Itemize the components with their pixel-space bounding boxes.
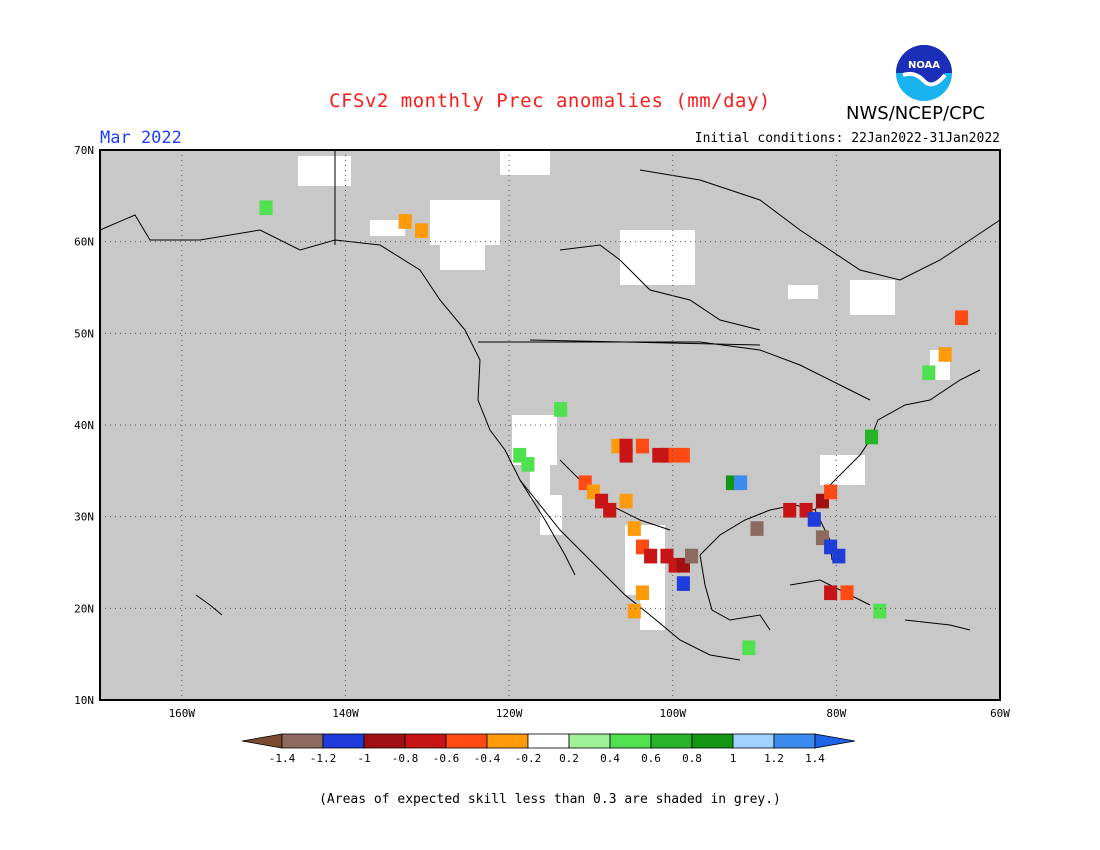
colorbar-label: -1 bbox=[357, 752, 370, 765]
anomaly-cell bbox=[922, 365, 936, 381]
anomaly-cell bbox=[554, 402, 568, 417]
lat-tick-label: 10N bbox=[74, 694, 94, 707]
anomaly-cell bbox=[603, 502, 617, 518]
colorbar-label: 1.2 bbox=[764, 752, 784, 765]
colorbar-arrow-low bbox=[241, 733, 283, 749]
anomaly-cell bbox=[627, 603, 641, 619]
noaa-logo: NOAA bbox=[893, 44, 955, 102]
noaa-logo-text: NOAA bbox=[908, 60, 940, 71]
lon-tick-label: 100W bbox=[659, 707, 686, 720]
lon-tick-label: 160W bbox=[169, 707, 196, 720]
colorbar-box bbox=[609, 733, 652, 749]
colorbar-label: 1.4 bbox=[805, 752, 825, 765]
chart-title: CFSv2 monthly Prec anomalies (mm/day) bbox=[329, 90, 771, 112]
lat-tick-label: 20N bbox=[74, 602, 94, 615]
map-frame bbox=[99, 149, 1001, 701]
colorbar-label: -1.4 bbox=[269, 752, 296, 765]
lat-tick-label: 40N bbox=[74, 419, 94, 432]
anomaly-cell bbox=[734, 475, 748, 491]
lat-tick-label: 30N bbox=[74, 511, 94, 524]
lon-tick-label: 140W bbox=[332, 707, 359, 720]
colorbar-arrow-high bbox=[814, 733, 856, 749]
colorbar-box bbox=[281, 733, 324, 749]
anomaly-cell bbox=[415, 223, 429, 238]
anomaly-cell bbox=[644, 548, 658, 564]
anomaly-cell bbox=[619, 493, 633, 509]
anomaly-cell bbox=[832, 548, 846, 564]
skill-footnote: (Areas of expected skill less than 0.3 a… bbox=[319, 792, 781, 807]
anomaly-cell bbox=[635, 438, 649, 454]
lat-tick-label: 70N bbox=[74, 144, 94, 157]
gridlines bbox=[100, 150, 1000, 700]
anomaly-cell bbox=[824, 585, 838, 601]
anomaly-cell bbox=[685, 548, 699, 564]
anomaly-cell bbox=[938, 347, 952, 362]
anomaly-cell bbox=[783, 502, 797, 518]
colorbar-label: -0.6 bbox=[433, 752, 460, 765]
anomaly-cell bbox=[627, 521, 641, 536]
colorbar-box bbox=[363, 733, 406, 749]
lon-tick-label: 60W bbox=[990, 707, 1010, 720]
colorbar-box bbox=[322, 733, 365, 749]
anomaly-cell bbox=[750, 521, 764, 536]
forecast-month: Mar 2022 bbox=[100, 128, 182, 148]
agency-label: NWS/NCEP/CPC bbox=[846, 103, 986, 124]
anomaly-cell bbox=[676, 576, 690, 591]
colorbar-label: 0.4 bbox=[600, 752, 620, 765]
colorbar-labels: -1.4 -1.2 -1 -0.8 -0.6 -0.4 -0.2 0.2 0.4 0.6 0.8 1 1… bbox=[269, 752, 826, 765]
anomaly-cell bbox=[635, 585, 649, 601]
anomaly-cell bbox=[840, 585, 854, 601]
colorbar-label: 1 bbox=[730, 752, 737, 765]
anomaly-cell bbox=[807, 512, 821, 527]
lon-tick-label: 80W bbox=[826, 707, 846, 720]
initial-conditions: Initial conditions: 22Jan2022-31Jan2022 bbox=[694, 131, 1000, 146]
colorbar-box bbox=[650, 733, 693, 749]
colorbar-label: 0.6 bbox=[641, 752, 661, 765]
colorbar-box bbox=[445, 733, 488, 749]
anomaly-cell bbox=[259, 200, 273, 216]
anomaly-cell bbox=[824, 484, 838, 500]
anomaly-cell bbox=[676, 447, 690, 463]
lat-tick-label: 60N bbox=[74, 236, 94, 249]
anomaly-cell bbox=[865, 429, 879, 445]
colorbar-label: -0.2 bbox=[515, 752, 542, 765]
lon-tick-label: 120W bbox=[496, 707, 523, 720]
colorbar-boxes bbox=[241, 733, 856, 749]
anomaly-map: 70N 60N 50N 40N 30N 20N 10N 160W 140W 120W 100W 80… bbox=[74, 144, 1011, 720]
colorbar-box bbox=[404, 733, 447, 749]
anomaly-cell bbox=[955, 310, 969, 326]
colorbar-label: -0.8 bbox=[392, 752, 419, 765]
lat-tick-label: 50N bbox=[74, 327, 94, 340]
colorbar-box bbox=[773, 733, 816, 749]
colorbar-label: -0.4 bbox=[474, 752, 501, 765]
colorbar-box bbox=[486, 733, 529, 749]
anomaly-cell bbox=[619, 447, 633, 463]
longitude-labels: 160W 140W 120W 100W 80W 60W bbox=[169, 707, 1011, 720]
colorbar-label: 0.2 bbox=[559, 752, 579, 765]
colorbar-box bbox=[691, 733, 734, 749]
anomaly-cell bbox=[742, 640, 756, 656]
anomaly-cell bbox=[398, 214, 412, 229]
anomaly-cells bbox=[259, 200, 969, 656]
colorbar-box bbox=[568, 733, 611, 749]
colorbar-label: 0.8 bbox=[682, 752, 702, 765]
colorbar: -1.4 -1.2 -1 -0.8 -0.6 -0.4 -0.2 0.2 0.4 0.6 0.8 1 1… bbox=[241, 733, 856, 765]
colorbar-box bbox=[732, 733, 775, 749]
latitude-labels: 70N 60N 50N 40N 30N 20N 10N bbox=[74, 144, 94, 707]
colorbar-box bbox=[527, 733, 570, 749]
anomaly-cell bbox=[521, 457, 535, 472]
anomaly-cell bbox=[873, 603, 887, 619]
colorbar-label: -1.2 bbox=[310, 752, 337, 765]
